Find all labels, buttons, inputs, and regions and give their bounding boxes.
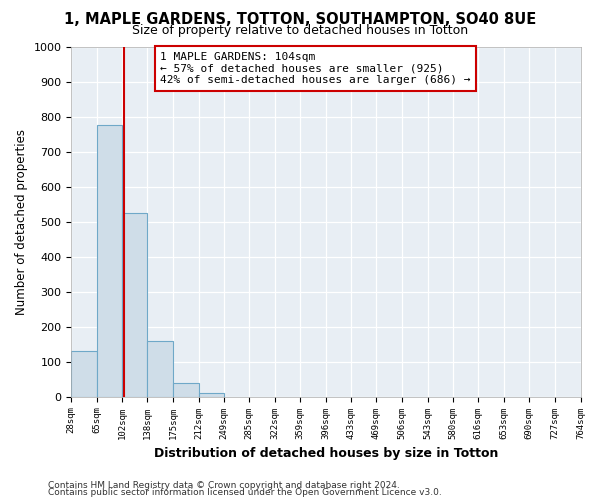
Bar [122,213,148,396]
X-axis label: Distribution of detached houses by size in Totton: Distribution of detached houses by size … [154,447,498,460]
Text: 1, MAPLE GARDENS, TOTTON, SOUTHAMPTON, SO40 8UE: 1, MAPLE GARDENS, TOTTON, SOUTHAMPTON, S… [64,12,536,28]
Bar [71,351,97,397]
Bar [97,126,122,396]
Text: 1 MAPLE GARDENS: 104sqm
← 57% of detached houses are smaller (925)
42% of semi-d: 1 MAPLE GARDENS: 104sqm ← 57% of detache… [160,52,471,85]
Text: Contains HM Land Registry data © Crown copyright and database right 2024.: Contains HM Land Registry data © Crown c… [48,480,400,490]
Bar [199,393,224,396]
Text: Size of property relative to detached houses in Totton: Size of property relative to detached ho… [132,24,468,37]
Bar [148,342,173,396]
Text: Contains public sector information licensed under the Open Government Licence v3: Contains public sector information licen… [48,488,442,497]
Bar [173,382,199,396]
Y-axis label: Number of detached properties: Number of detached properties [15,128,28,314]
